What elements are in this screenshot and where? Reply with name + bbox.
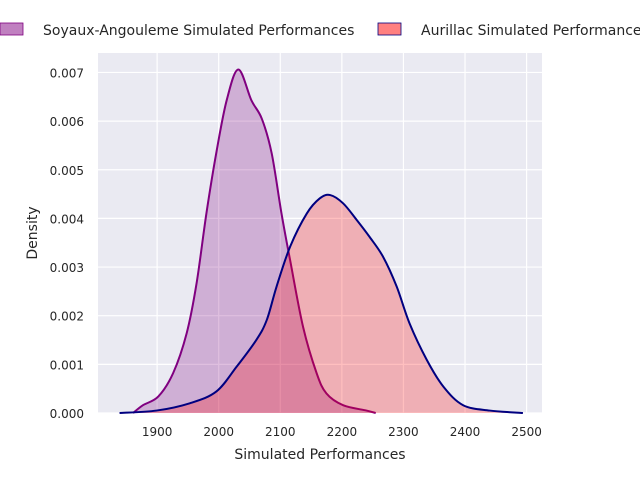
x-tick-label: 2100 bbox=[265, 425, 296, 439]
aurillac-legend-label: Aurillac Simulated Performances bbox=[421, 23, 640, 39]
x-axis-label: Simulated Performances bbox=[234, 447, 405, 463]
y-tick-label: 0.001 bbox=[50, 358, 84, 372]
y-tick-label: 0.006 bbox=[50, 115, 84, 129]
y-tick-label: 0.005 bbox=[50, 164, 84, 178]
aurillac-legend-patch bbox=[377, 22, 402, 36]
y-axis-label: Density bbox=[25, 206, 41, 259]
x-tick-label: 2500 bbox=[511, 425, 542, 439]
soyaux-density-line bbox=[132, 68, 376, 414]
y-tick-label: 0.007 bbox=[50, 66, 84, 80]
y-tick-label: 0.003 bbox=[50, 261, 84, 275]
y-tick-label: 0.002 bbox=[50, 310, 84, 324]
aurillac-density-line bbox=[119, 193, 523, 414]
grid bbox=[98, 53, 542, 414]
soyaux-legend-label: Soyaux-Angouleme Simulated Performances bbox=[43, 23, 354, 39]
x-tick-label: 1900 bbox=[142, 425, 173, 439]
x-axis-ticks: 1900 2000 2100 2200 2300 2400 2500 bbox=[142, 425, 542, 439]
y-tick-label: 0.000 bbox=[50, 407, 84, 421]
density-areas bbox=[119, 68, 523, 414]
x-tick-label: 2400 bbox=[450, 425, 481, 439]
plot-area bbox=[98, 53, 542, 413]
aurillac-density-fill bbox=[119, 194, 523, 413]
y-tick-label: 0.004 bbox=[50, 212, 84, 226]
legend: Soyaux-Angouleme Simulated Performances A… bbox=[0, 22, 640, 39]
soyaux-density-fill bbox=[133, 69, 376, 414]
x-tick-label: 2000 bbox=[203, 425, 234, 439]
x-tick-label: 2200 bbox=[327, 425, 358, 439]
x-tick-label: 2300 bbox=[388, 425, 419, 439]
soyaux-legend-patch bbox=[0, 22, 24, 36]
y-axis-ticks: 0.000 0.001 0.002 0.003 0.004 0.005 0.006 0.007 bbox=[50, 66, 84, 421]
